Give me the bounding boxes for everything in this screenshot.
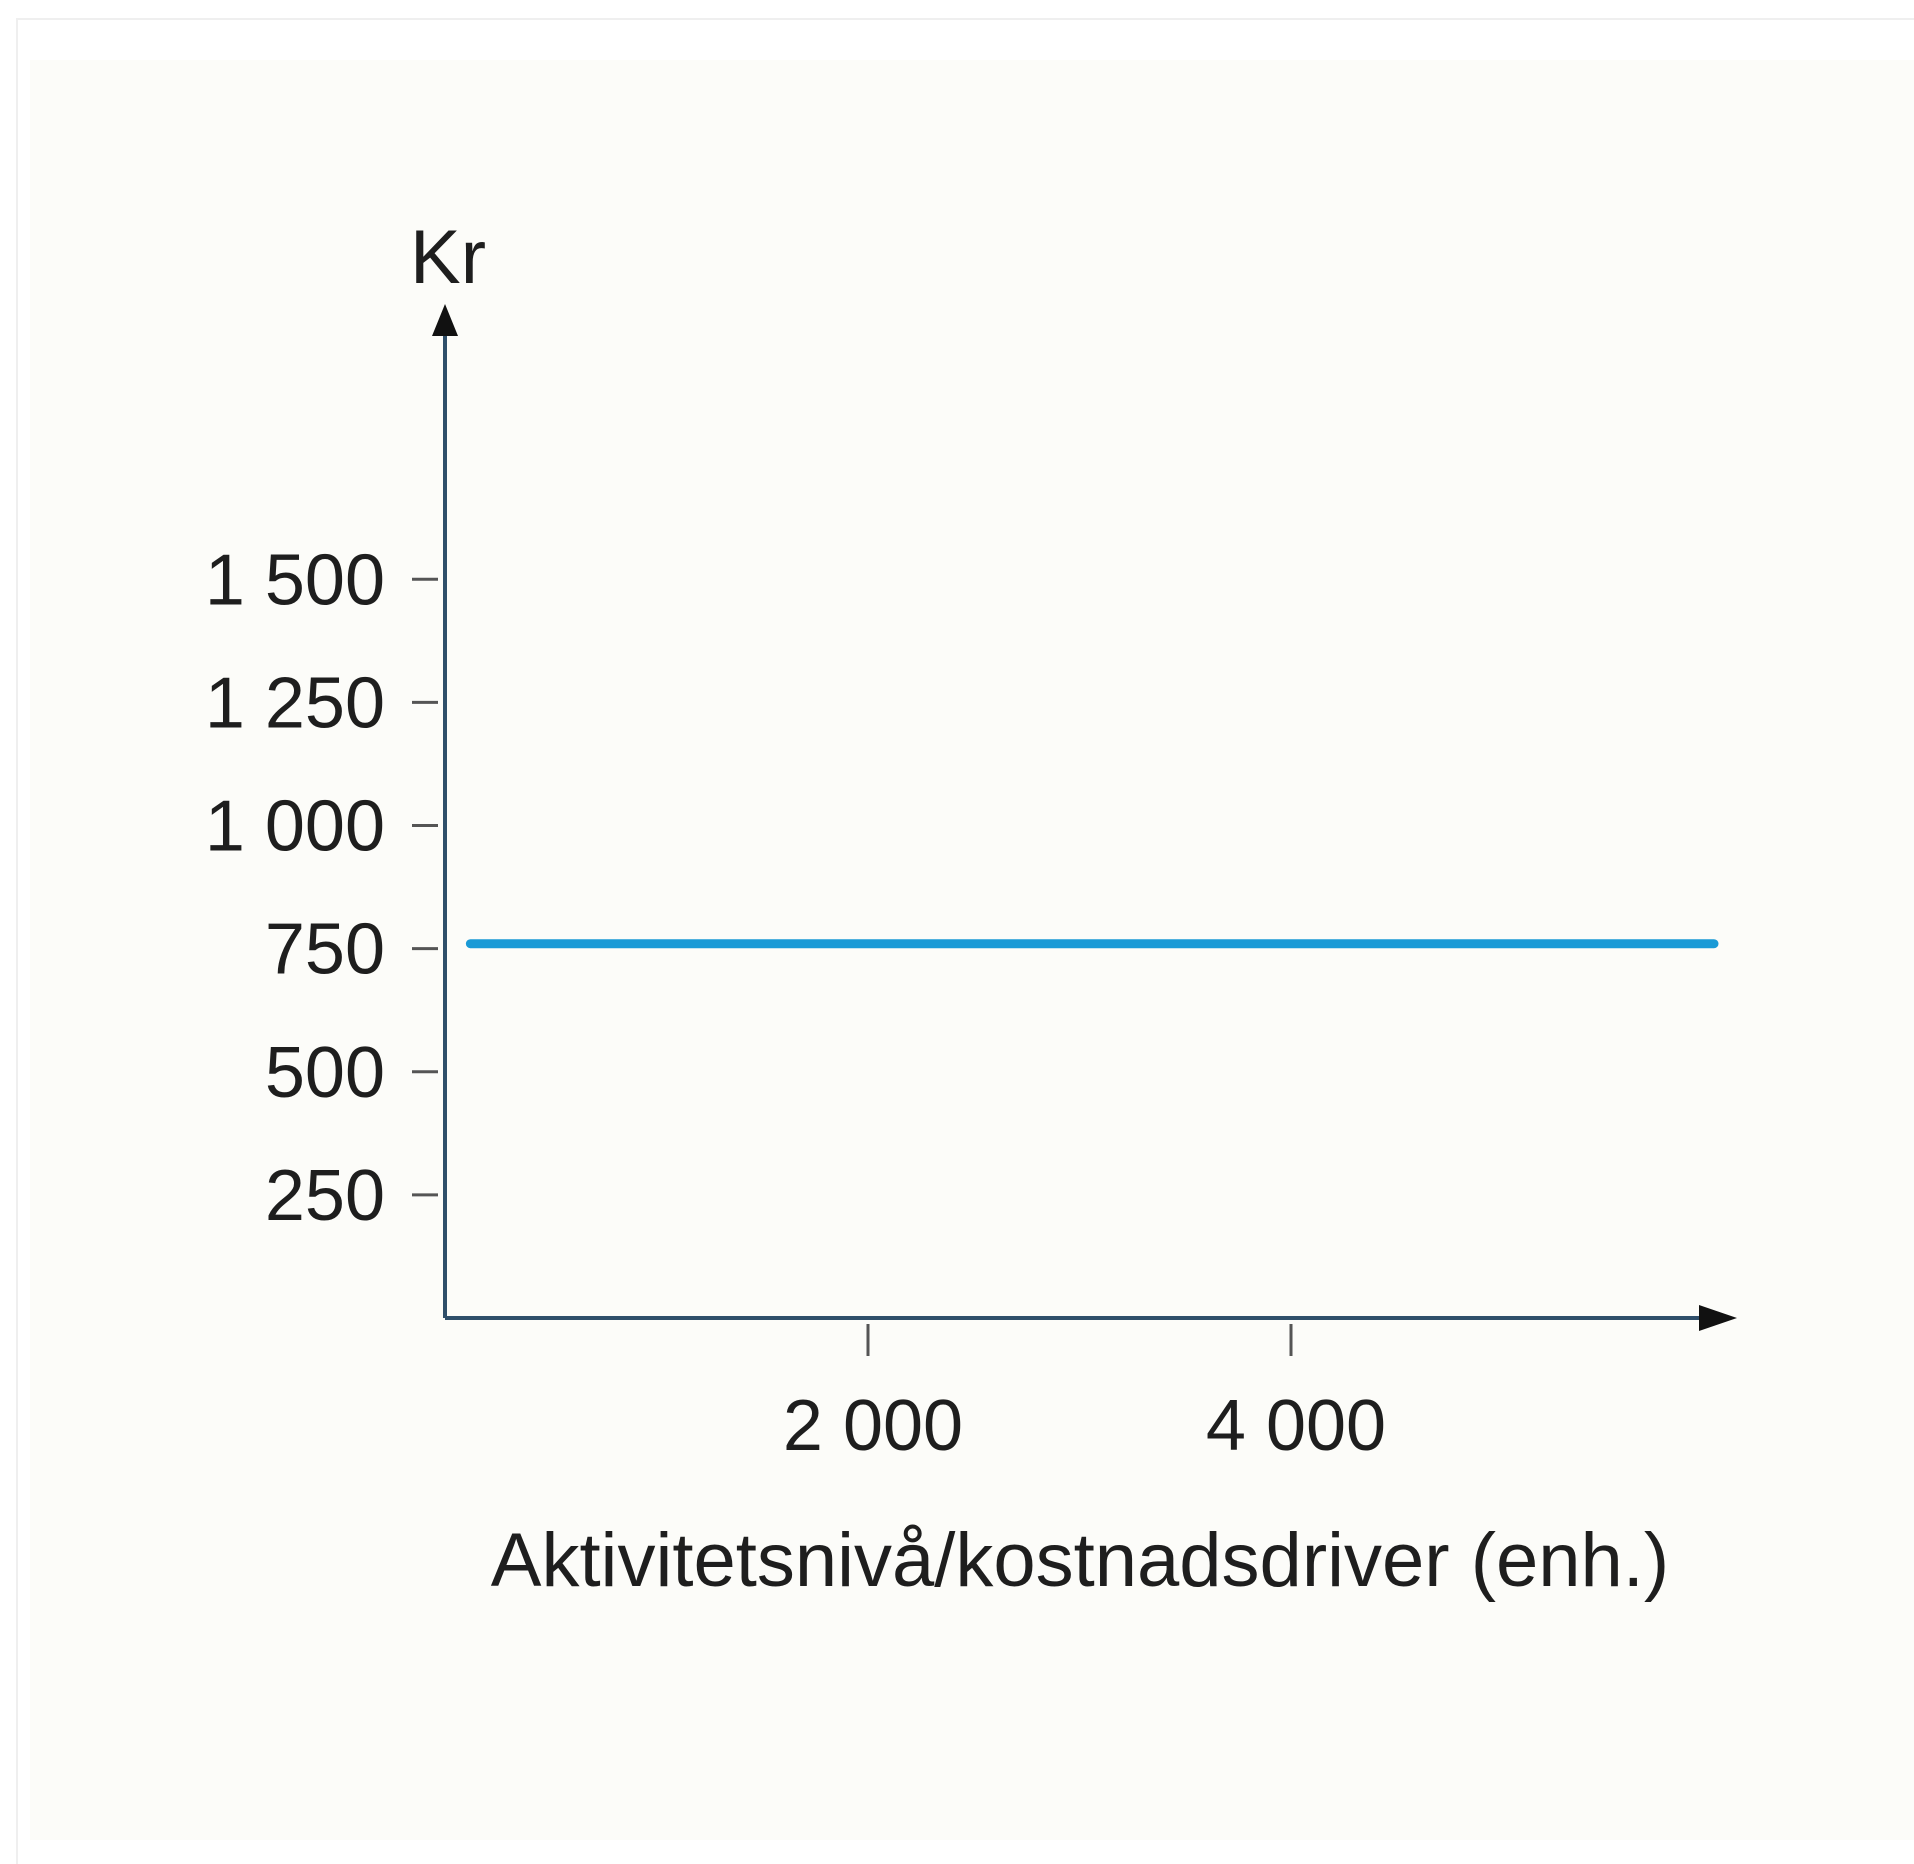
chart-panel bbox=[30, 60, 1914, 1840]
y-tick-label: 1 500 bbox=[205, 540, 385, 620]
x-tick-label: 4 000 bbox=[1206, 1386, 1386, 1466]
x-tick-label: 2 000 bbox=[783, 1386, 963, 1466]
y-axis-arrowhead bbox=[432, 304, 458, 336]
y-tick-label: 250 bbox=[265, 1156, 385, 1236]
y-tick-label: 750 bbox=[265, 910, 385, 990]
y-tick-label: 1 000 bbox=[205, 787, 385, 867]
x-ticks: 2 000 4 000 bbox=[783, 1324, 1386, 1466]
x-axis-label: Aktivitetsnivå/kostnadsdriver (enh.) bbox=[491, 1518, 1669, 1603]
y-tick-label: 1 250 bbox=[205, 663, 385, 743]
y-tick-label: 500 bbox=[265, 1033, 385, 1113]
x-axis-arrowhead bbox=[1699, 1305, 1737, 1331]
y-axis-label: Kr bbox=[410, 215, 486, 300]
y-ticks: 250 500 750 1 000 1 250 1 500 bbox=[205, 540, 438, 1236]
